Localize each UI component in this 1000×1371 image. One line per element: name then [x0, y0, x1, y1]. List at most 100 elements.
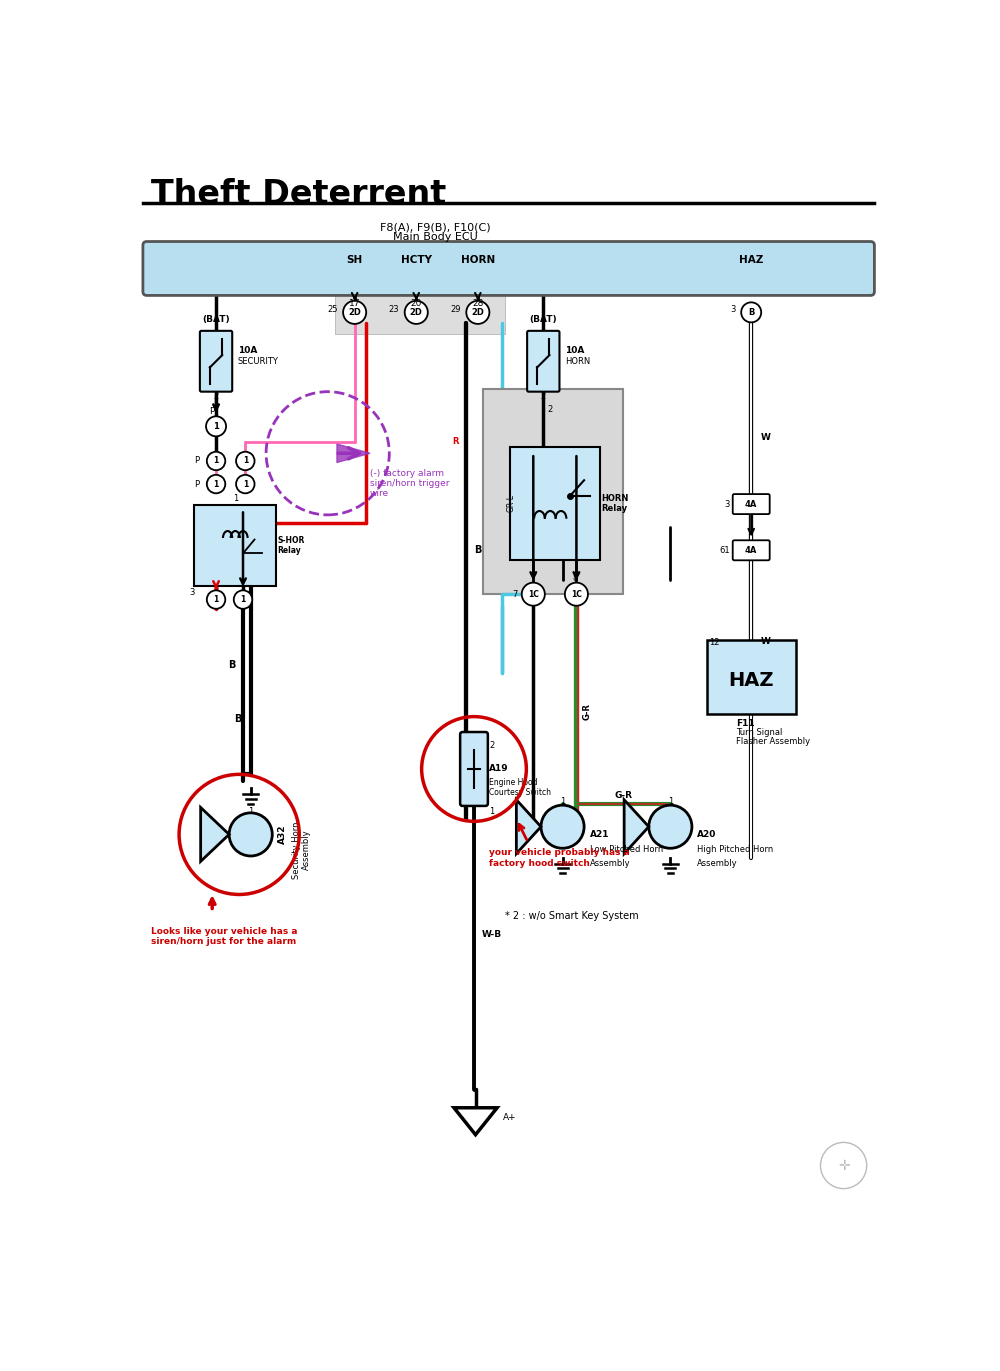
Text: 25: 25 — [327, 304, 338, 314]
Text: 2D: 2D — [410, 308, 423, 317]
Text: A21: A21 — [590, 829, 609, 839]
Polygon shape — [454, 1108, 497, 1135]
Text: B: B — [748, 308, 754, 317]
Circle shape — [741, 303, 761, 322]
Circle shape — [565, 583, 588, 606]
Text: HCTY: HCTY — [401, 255, 432, 265]
Circle shape — [206, 417, 226, 436]
Text: Looks like your vehicle has a
siren/horn just for the alarm: Looks like your vehicle has a siren/horn… — [151, 927, 297, 946]
Text: Theft Deterrent: Theft Deterrent — [151, 178, 446, 211]
Text: HAZ: HAZ — [728, 670, 774, 690]
Text: P: P — [194, 480, 199, 488]
Text: 61: 61 — [719, 546, 730, 555]
Text: A+: A+ — [502, 1113, 516, 1123]
Text: Assembly: Assembly — [302, 829, 311, 871]
Text: High Pitched Horn: High Pitched Horn — [697, 846, 774, 854]
Text: 1: 1 — [213, 422, 219, 430]
Polygon shape — [624, 799, 649, 854]
Text: 1: 1 — [668, 798, 673, 806]
Text: 2: 2 — [541, 392, 546, 402]
Text: Low Pitched Horn: Low Pitched Horn — [590, 846, 663, 854]
FancyBboxPatch shape — [707, 640, 796, 713]
FancyBboxPatch shape — [733, 540, 770, 561]
Text: your vehicle probably has a
factory hood switch: your vehicle probably has a factory hood… — [489, 849, 630, 868]
Polygon shape — [516, 799, 541, 854]
Text: (BAT): (BAT) — [529, 315, 557, 324]
Text: 17: 17 — [349, 299, 360, 308]
Text: (-) factory alarm
siren/horn trigger
wire: (-) factory alarm siren/horn trigger wir… — [370, 469, 450, 499]
Text: 1: 1 — [560, 798, 565, 806]
Text: HORN: HORN — [565, 356, 590, 366]
Text: 4A: 4A — [745, 499, 757, 509]
Text: 4A: 4A — [745, 546, 757, 555]
Text: 8: 8 — [573, 574, 578, 583]
Circle shape — [522, 583, 545, 606]
Circle shape — [229, 813, 272, 856]
Text: 1: 1 — [233, 495, 238, 503]
Text: R: R — [452, 437, 459, 446]
Text: 1: 1 — [248, 808, 253, 817]
Text: SECURITY: SECURITY — [238, 356, 278, 366]
Text: 2: 2 — [547, 404, 552, 414]
FancyBboxPatch shape — [733, 494, 770, 514]
Text: P: P — [194, 457, 199, 466]
FancyBboxPatch shape — [483, 389, 623, 594]
FancyBboxPatch shape — [200, 330, 232, 392]
Circle shape — [541, 805, 584, 849]
Text: 1: 1 — [243, 480, 248, 488]
Text: 3: 3 — [189, 588, 194, 596]
Text: A19: A19 — [489, 765, 509, 773]
Text: 23: 23 — [389, 304, 399, 314]
Text: 2D: 2D — [471, 308, 484, 317]
Text: S-HOR
Relay: S-HOR Relay — [278, 536, 305, 555]
FancyBboxPatch shape — [527, 330, 559, 392]
Text: F11: F11 — [736, 718, 754, 728]
Circle shape — [234, 591, 252, 609]
FancyBboxPatch shape — [335, 292, 505, 335]
Text: 1: 1 — [489, 808, 495, 817]
Text: 29: 29 — [450, 304, 461, 314]
Text: W: W — [760, 638, 770, 646]
Text: SH: SH — [347, 255, 363, 265]
Circle shape — [207, 474, 225, 494]
Circle shape — [343, 300, 366, 324]
Text: Turn Signal: Turn Signal — [736, 728, 782, 738]
Text: 3: 3 — [724, 499, 730, 509]
Text: P: P — [210, 407, 215, 415]
Text: Courtesy Switch: Courtesy Switch — [489, 787, 551, 797]
FancyBboxPatch shape — [194, 505, 276, 587]
Polygon shape — [201, 808, 229, 861]
Text: 7: 7 — [513, 590, 518, 599]
Text: W-B: W-B — [482, 930, 502, 939]
Text: * 2 : w/o Smart Key System: * 2 : w/o Smart Key System — [505, 912, 638, 921]
Text: 2: 2 — [213, 392, 219, 402]
FancyBboxPatch shape — [143, 241, 874, 295]
Text: F8(A), F9(B), F10(C): F8(A), F9(B), F10(C) — [380, 222, 491, 232]
Text: G-R: G-R — [583, 703, 592, 720]
Circle shape — [466, 300, 489, 324]
Circle shape — [649, 805, 692, 849]
Text: Main Body ECU: Main Body ECU — [393, 232, 478, 243]
Text: 2D: 2D — [348, 308, 361, 317]
Text: 1C: 1C — [528, 590, 539, 599]
Text: 3: 3 — [730, 304, 736, 314]
Circle shape — [405, 300, 428, 324]
Text: 10A: 10A — [238, 347, 257, 355]
Text: Engine Hood: Engine Hood — [489, 777, 538, 787]
Circle shape — [236, 451, 255, 470]
Text: GR-L: GR-L — [506, 495, 515, 513]
Text: 10A: 10A — [565, 347, 584, 355]
Text: ✛: ✛ — [838, 1158, 849, 1172]
Text: (BAT): (BAT) — [202, 315, 230, 324]
Circle shape — [207, 451, 225, 470]
Text: 1: 1 — [213, 595, 219, 605]
Text: A32: A32 — [278, 825, 287, 845]
Text: G-R: G-R — [614, 791, 632, 799]
Text: 12: 12 — [709, 638, 719, 647]
Text: HORN
Relay: HORN Relay — [601, 494, 628, 513]
Text: 1: 1 — [243, 457, 248, 466]
Polygon shape — [337, 444, 370, 462]
Text: 1: 1 — [240, 595, 246, 605]
Circle shape — [236, 474, 255, 494]
FancyBboxPatch shape — [460, 732, 488, 806]
